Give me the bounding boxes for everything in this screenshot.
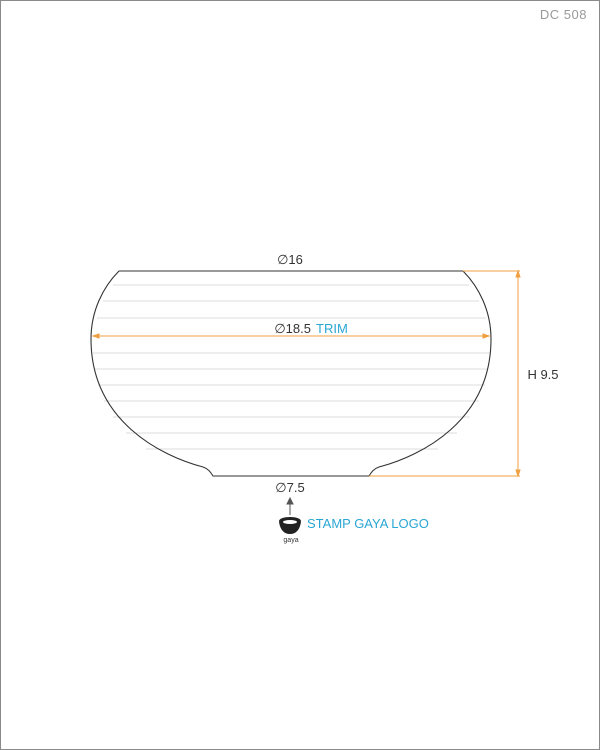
- bowl-outline: [90, 270, 492, 477]
- top-diameter-label: ∅16: [277, 252, 303, 267]
- bowl-stripes: [93, 284, 490, 450]
- trim-note-label: TRIM: [316, 321, 348, 336]
- bottom-diameter-label: ∅7.5: [275, 480, 304, 495]
- drawing-code: DC 508: [539, 7, 587, 22]
- stamp-note-label: STAMP GAYA LOGO: [307, 516, 429, 531]
- height-dimension-line: [369, 269, 521, 478]
- stamp-arrow-icon: [286, 496, 294, 515]
- trim-diameter-label: ∅18.5: [274, 321, 311, 336]
- trim-dimension-line: [91, 333, 491, 339]
- gaya-logo-text: gaya: [283, 537, 298, 544]
- gaya-logo-icon: [279, 517, 301, 534]
- height-label: H 9.5: [527, 367, 558, 382]
